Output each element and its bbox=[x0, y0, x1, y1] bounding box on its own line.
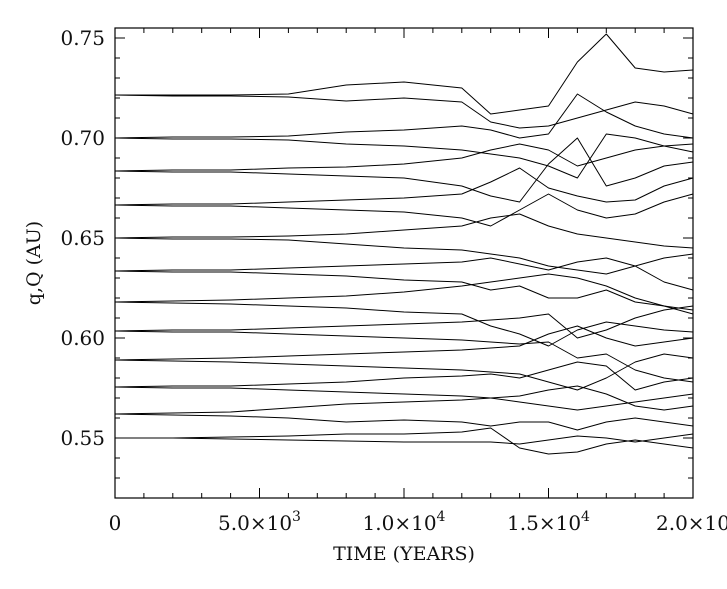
series-line-16 bbox=[114, 330, 694, 383]
series-line-11 bbox=[114, 257, 694, 291]
series-line-10 bbox=[114, 237, 694, 275]
series-line-3 bbox=[114, 93, 694, 139]
x-tick-label-5: 2.0×10 bbox=[656, 511, 727, 535]
y-axis-title: q,Q (AU) bbox=[23, 221, 45, 305]
y-tick-label-4: 0.70 bbox=[60, 126, 105, 150]
series-line-13 bbox=[114, 273, 694, 315]
series-line-4 bbox=[114, 133, 694, 179]
plot-frame bbox=[114, 27, 694, 499]
series-line-22 bbox=[114, 413, 694, 431]
series-line-20 bbox=[114, 386, 694, 411]
series-line-1 bbox=[115, 33, 694, 115]
x-tick-label-4: 1.5×104 bbox=[507, 509, 590, 535]
x-tick-label-1: 0 bbox=[109, 511, 122, 535]
series-line-5 bbox=[114, 143, 694, 172]
series-line-19 bbox=[114, 361, 694, 391]
series-line-12 bbox=[114, 270, 694, 311]
x-axis-title: TIME (YEARS) bbox=[333, 543, 475, 565]
series-line-23 bbox=[115, 427, 694, 455]
series-group bbox=[114, 33, 694, 455]
x-tick-label-3: 1.0×104 bbox=[363, 509, 446, 535]
series-line-9 bbox=[114, 213, 694, 249]
series-line-24 bbox=[115, 433, 694, 445]
x-tick-label-2: 5.0×103 bbox=[218, 509, 301, 535]
series-line-8 bbox=[114, 193, 694, 227]
series-line-18 bbox=[114, 353, 694, 391]
y-tick-label-2: 0.60 bbox=[60, 326, 105, 350]
series-line-6 bbox=[114, 137, 694, 203]
series-line-14 bbox=[114, 301, 694, 347]
series-line-17 bbox=[114, 325, 694, 361]
series-line-15 bbox=[114, 305, 694, 339]
series-line-7 bbox=[114, 167, 694, 206]
ticks-group: 0 5.0×103 1.0×104 1.5×104 2.0×10 0.55 0.60 0.65… bbox=[60, 26, 727, 535]
series-line-21 bbox=[114, 385, 694, 415]
y-tick-label-3: 0.65 bbox=[60, 226, 105, 250]
series-line-2 bbox=[114, 94, 694, 129]
y-tick-label-5: 0.75 bbox=[60, 26, 105, 50]
y-tick-label-1: 0.55 bbox=[60, 426, 105, 450]
